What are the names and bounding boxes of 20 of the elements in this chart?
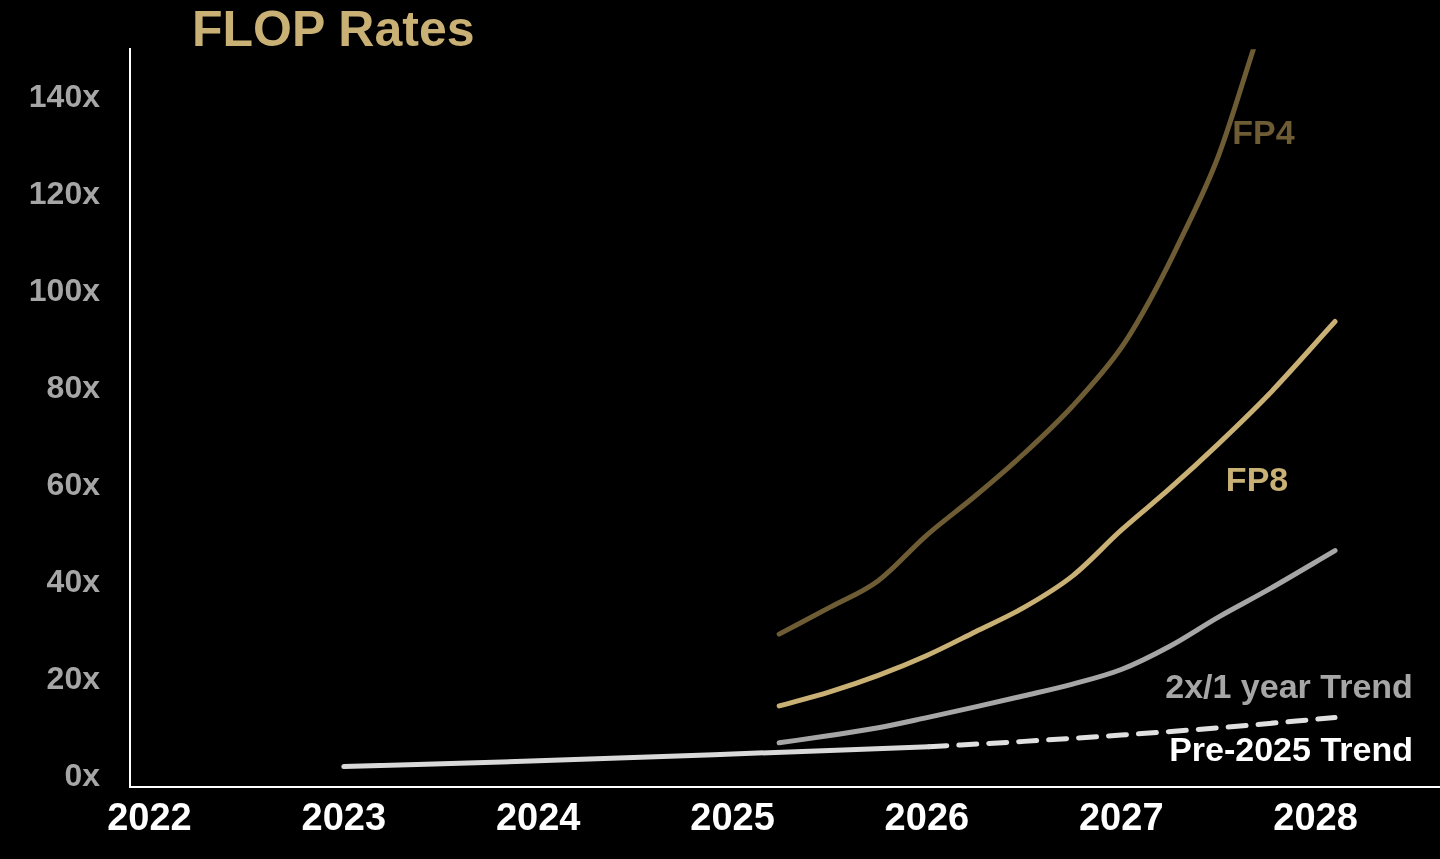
y-tick-label: 100x: [28, 271, 101, 308]
x-tick-label: 2026: [884, 796, 970, 839]
y-tick-label: 80x: [46, 368, 101, 405]
y-tick-label: 20x: [46, 660, 101, 697]
series-label: 2x/1 year Trend: [1165, 666, 1413, 705]
x-tick-label: 2024: [495, 796, 581, 839]
text: Pre-2025 Trend: [1169, 729, 1413, 768]
y-tick-label: 60x: [46, 465, 101, 502]
x-tick-label: 2027: [1078, 796, 1164, 839]
series-label: FP8: [1225, 459, 1289, 498]
x-tick-label: 2028: [1273, 796, 1358, 839]
y-tick-label: 40x: [46, 562, 101, 599]
x-tick-label: 2022: [107, 796, 192, 839]
series-label: FP4: [1232, 112, 1295, 151]
chart-title: FLOP Rates: [192, 0, 475, 57]
y-tick-label: 140x: [28, 77, 101, 114]
y-tick-label: 120x: [28, 174, 101, 211]
y-tick-label: 0x: [64, 757, 101, 794]
x-tick-label: 2023: [301, 796, 387, 839]
x-tick-label: 2025: [690, 796, 775, 839]
